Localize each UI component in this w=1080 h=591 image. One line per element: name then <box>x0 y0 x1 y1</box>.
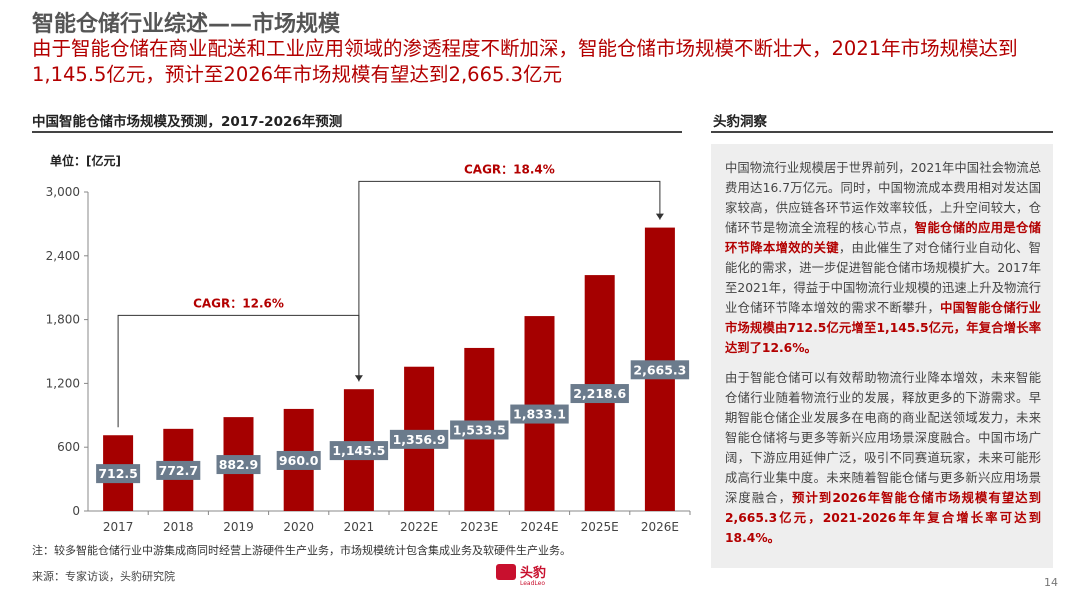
insight-text: 由于智能仓储可以有效帮助物流行业降本增效，未来智能仓储行业随着物流行业的发展，释… <box>725 371 1041 505</box>
insight-text: ，由此催生了对仓储行业自动化、智能化的需求，进一步促进智能仓储市场规模扩大。20… <box>725 241 1041 315</box>
y-tick-label: 2,400 <box>46 249 80 263</box>
data-label: 882.9 <box>219 457 259 472</box>
chart-unit-label: 单位：[亿元] <box>50 154 121 168</box>
data-label-box <box>570 384 629 404</box>
x-tick-label: 2017 <box>103 520 134 534</box>
footnote: 注：较多智能仓储行业中游集成商同时经营上游硬件生产业务，市场规模统计包含集成业务… <box>32 544 571 557</box>
data-label: 1,356.9 <box>393 432 446 447</box>
data-label-box <box>156 460 201 480</box>
insight-paragraph-2: 由于智能仓储可以有效帮助物流行业降本增效，未来智能仓储行业随着物流行业的发展，释… <box>725 368 1041 548</box>
y-tick-label: 0 <box>72 504 80 518</box>
y-tick-label: 600 <box>57 440 80 454</box>
insight-highlight: 预计到2026年智能仓储市场规模有望达到2,665.3亿元，2021-2026年… <box>725 491 1041 545</box>
x-tick-label: 2026E <box>641 520 679 534</box>
data-label: 1,145.5 <box>332 443 385 458</box>
source-note: 来源：专家访谈，头豹研究院 <box>32 570 175 583</box>
y-tick-label: 1,200 <box>46 376 80 390</box>
x-tick-label: 2023E <box>460 520 498 534</box>
insight-paragraph-1: 中国物流行业规模居于世界前列，2021年中国社会物流总费用达16.7万亿元。同时… <box>725 158 1041 358</box>
x-tick-label: 2021 <box>344 520 375 534</box>
logo-subtext: LeadLeo <box>520 580 546 587</box>
cagr-label: CAGR：12.6% <box>193 296 284 310</box>
insight-heading: 头豹洞察 <box>713 114 767 130</box>
data-label: 772.7 <box>159 463 199 478</box>
brand-logo: 头豹 <box>496 562 546 581</box>
cagr-bracket <box>358 180 661 382</box>
insight-highlight: 智能仓储的应用是仓储环节降本增效的关键 <box>725 221 1041 255</box>
page-title: 智能仓储行业综述——市场规模 <box>32 12 341 37</box>
data-label: 712.5 <box>98 466 138 481</box>
x-tick-label: 2022E <box>400 520 438 534</box>
cagr-bracket <box>117 314 360 428</box>
data-label: 2,218.6 <box>573 386 626 401</box>
data-label: 1,833.1 <box>513 407 566 422</box>
insight-heading-rule <box>711 131 1053 133</box>
insight-text: 中国物流行业规模居于世界前列，2021年中国社会物流总费用达16.7万亿元。同时… <box>725 161 1041 235</box>
chart-heading: 中国智能仓储市场规模及预测，2017-2026年预测 <box>32 114 343 130</box>
page-subtitle: 由于智能仓储在商业配送和工业应用领域的渗透程度不断加深，智能仓储市场规模不断壮大… <box>32 37 1018 86</box>
bar-chart: 0 600 1,200 1,800 2,400 3,000 2017 712.5 2018 772… <box>46 162 691 534</box>
x-tick-label: 2018 <box>163 520 194 534</box>
insight-panel: 中国物流行业规模居于世界前列，2021年中国社会物流总费用达16.7万亿元。同时… <box>711 144 1053 568</box>
logo-text: 头豹 <box>520 566 547 581</box>
x-tick-label: 2024E <box>520 520 558 534</box>
data-label: 1,533.5 <box>453 422 506 437</box>
cagr-label: CAGR：18.4% <box>464 162 555 176</box>
cagr-arrow-icon <box>655 213 664 220</box>
y-tick-label: 3,000 <box>46 185 80 199</box>
data-label-box <box>276 450 321 470</box>
leopard-logo-icon <box>496 563 516 580</box>
insight-highlight: 中国智能仓储行业市场规模由712.5亿元增至1,145.5亿元，年复合增长率达到… <box>725 301 1041 355</box>
x-tick-label: 2020 <box>283 520 314 534</box>
data-label-box <box>216 455 261 475</box>
y-tick-label: 1,800 <box>46 313 80 327</box>
data-label: 960.0 <box>279 453 319 468</box>
data-label-box <box>329 441 389 461</box>
data-label: 2,665.3 <box>633 362 686 377</box>
data-label-box <box>450 420 509 440</box>
data-label-box <box>630 360 690 380</box>
x-tick-label: 2019 <box>223 520 254 534</box>
data-label-box <box>96 464 141 484</box>
data-label-box <box>389 429 449 449</box>
data-label-box <box>510 404 569 424</box>
page-number: 14 <box>1044 576 1058 589</box>
chart-heading-rule <box>32 131 682 133</box>
x-tick-label: 2025E <box>581 520 619 534</box>
